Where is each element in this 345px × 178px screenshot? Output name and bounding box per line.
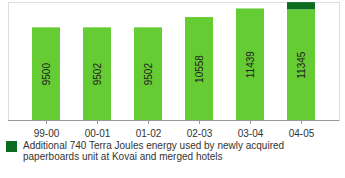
svg-text:03-04: 03-04 (238, 128, 264, 138)
svg-text:99-00: 99-00 (34, 128, 60, 138)
svg-text:9500: 9500 (41, 63, 52, 86)
svg-text:9502: 9502 (92, 63, 103, 86)
svg-text:11439: 11439 (245, 51, 256, 79)
svg-text:04-05: 04-05 (289, 128, 315, 138)
html-text:Additional 740 Terra Joules en: Additional 740 Terra Joules energy used … (23, 140, 285, 162)
svg-text:9502: 9502 (143, 63, 154, 86)
svg-text:00-01: 00-01 (85, 128, 111, 138)
svg-text:11345: 11345 (296, 51, 307, 79)
svg-text:02-03: 02-03 (187, 128, 213, 138)
svg-text:01-02: 01-02 (136, 128, 162, 138)
svg-text:10558: 10558 (194, 55, 205, 83)
